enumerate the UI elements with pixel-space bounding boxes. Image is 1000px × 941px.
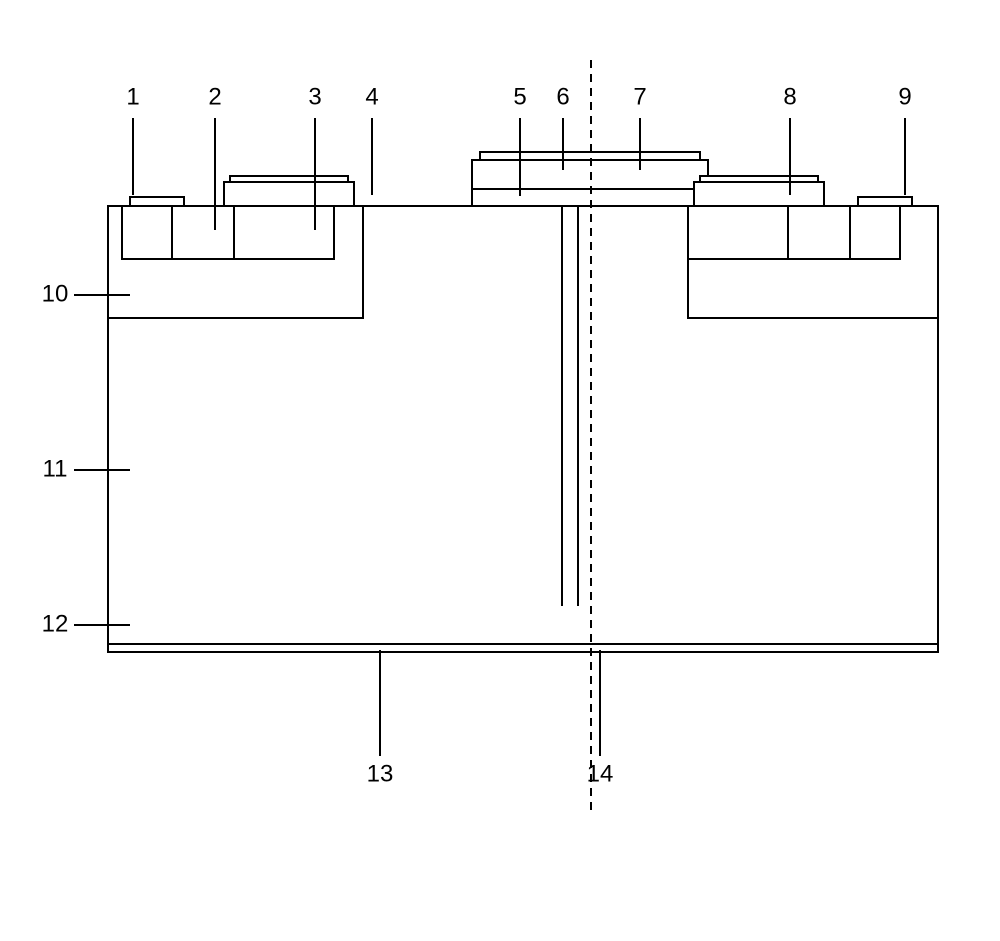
- gate-8-metal: [700, 176, 818, 182]
- layer-13-bottom-metal: [108, 644, 938, 652]
- label-12: 12: [42, 610, 69, 637]
- gate-8-base: [694, 182, 824, 206]
- label-14: 14: [587, 760, 614, 787]
- label-1: 1: [126, 83, 139, 110]
- contact-1: [130, 197, 184, 206]
- diagram-structure: [108, 60, 938, 815]
- label-13: 13: [367, 760, 394, 787]
- label-4: 4: [365, 83, 378, 110]
- region-right-b: [788, 206, 850, 259]
- contact-9: [858, 197, 912, 206]
- label-11: 11: [43, 455, 68, 482]
- label-8: 8: [783, 83, 796, 110]
- gate-4-base: [224, 182, 354, 206]
- label-2: 2: [208, 83, 221, 110]
- label-9: 9: [898, 83, 911, 110]
- label-7: 7: [633, 83, 646, 110]
- label-10: 10: [42, 280, 69, 307]
- gate-4-metal: [230, 176, 348, 182]
- region-3: [234, 206, 334, 259]
- label-5: 5: [513, 83, 526, 110]
- label-3: 3: [308, 83, 321, 110]
- region-2: [172, 206, 234, 259]
- label-6: 6: [556, 83, 569, 110]
- region-right-c: [850, 206, 900, 259]
- region-right-a: [688, 206, 788, 259]
- region-1: [122, 206, 172, 259]
